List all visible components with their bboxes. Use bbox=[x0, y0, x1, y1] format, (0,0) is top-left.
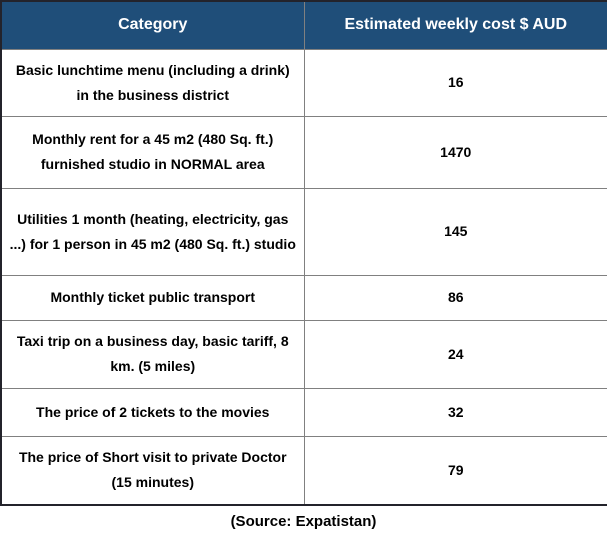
category-cell: Utilities 1 month (heating, electricity,… bbox=[0, 187, 305, 276]
table-header-row: Category Estimated weekly cost $ AUD bbox=[0, 0, 607, 50]
table-row: Monthly ticket public transport 86 bbox=[0, 274, 607, 321]
table-row: The price of 2 tickets to the movies 32 bbox=[0, 387, 607, 437]
category-cell: Monthly rent for a 45 m2 (480 Sq. ft.) f… bbox=[0, 115, 305, 189]
cost-cell: 145 bbox=[303, 187, 607, 276]
category-cell: The price of Short visit to private Doct… bbox=[0, 435, 305, 506]
source-note: (Source: Expatistan) bbox=[230, 513, 377, 530]
column-header-category: Category bbox=[0, 0, 305, 50]
cost-cell: 79 bbox=[303, 435, 607, 506]
cost-cell: 1470 bbox=[303, 115, 607, 189]
table-row: Monthly rent for a 45 m2 (480 Sq. ft.) f… bbox=[0, 115, 607, 189]
category-cell: The price of 2 tickets to the movies bbox=[0, 387, 305, 437]
cost-cell: 86 bbox=[303, 274, 607, 321]
cost-cell: 32 bbox=[303, 387, 607, 437]
category-cell: Basic lunchtime menu (including a drink)… bbox=[0, 48, 305, 117]
cost-cell: 24 bbox=[303, 319, 607, 389]
table-row: The price of Short visit to private Doct… bbox=[0, 435, 607, 506]
cost-of-living-table: Category Estimated weekly cost $ AUD Bas… bbox=[0, 0, 607, 506]
table-row: Taxi trip on a business day, basic tarif… bbox=[0, 319, 607, 389]
category-cell: Monthly ticket public transport bbox=[0, 274, 305, 321]
table-row: Basic lunchtime menu (including a drink)… bbox=[0, 48, 607, 117]
column-header-cost: Estimated weekly cost $ AUD bbox=[303, 0, 607, 50]
table-row: Utilities 1 month (heating, electricity,… bbox=[0, 187, 607, 276]
cost-cell: 16 bbox=[303, 48, 607, 117]
category-cell: Taxi trip on a business day, basic tarif… bbox=[0, 319, 305, 389]
